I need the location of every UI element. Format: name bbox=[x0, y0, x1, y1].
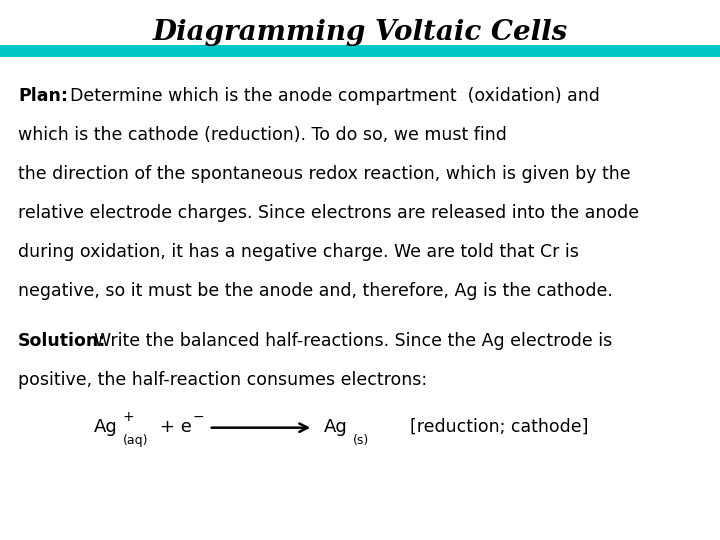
Text: relative electrode charges. Since electrons are released into the anode: relative electrode charges. Since electr… bbox=[18, 204, 639, 222]
Text: (aq): (aq) bbox=[122, 434, 148, 447]
Text: during oxidation, it has a negative charge. We are told that Cr is: during oxidation, it has a negative char… bbox=[18, 243, 579, 261]
Text: negative, so it must be the anode and, therefore, Ag is the cathode.: negative, so it must be the anode and, t… bbox=[18, 282, 613, 300]
Text: Determine which is the anode compartment  (oxidation) and: Determine which is the anode compartment… bbox=[59, 87, 600, 105]
Text: [reduction; cathode]: [reduction; cathode] bbox=[410, 418, 589, 436]
Text: Diagramming Voltaic Cells: Diagramming Voltaic Cells bbox=[153, 19, 567, 46]
Text: which is the cathode (reduction). To do so, we must find: which is the cathode (reduction). To do … bbox=[18, 126, 507, 144]
Bar bbox=[0, 45, 720, 57]
Text: +: + bbox=[122, 410, 134, 424]
Text: Write the balanced half-reactions. Since the Ag electrode is: Write the balanced half-reactions. Since… bbox=[83, 332, 612, 350]
Text: (s): (s) bbox=[353, 434, 369, 447]
Text: Ag: Ag bbox=[94, 418, 117, 436]
Text: + e: + e bbox=[160, 418, 192, 436]
Text: Plan:: Plan: bbox=[18, 87, 68, 105]
Text: Solution:: Solution: bbox=[18, 332, 107, 350]
Text: −: − bbox=[193, 410, 204, 424]
Text: positive, the half-reaction consumes electrons:: positive, the half-reaction consumes ele… bbox=[18, 371, 427, 389]
Text: Ag: Ag bbox=[324, 418, 348, 436]
Text: the direction of the spontaneous redox reaction, which is given by the: the direction of the spontaneous redox r… bbox=[18, 165, 631, 183]
